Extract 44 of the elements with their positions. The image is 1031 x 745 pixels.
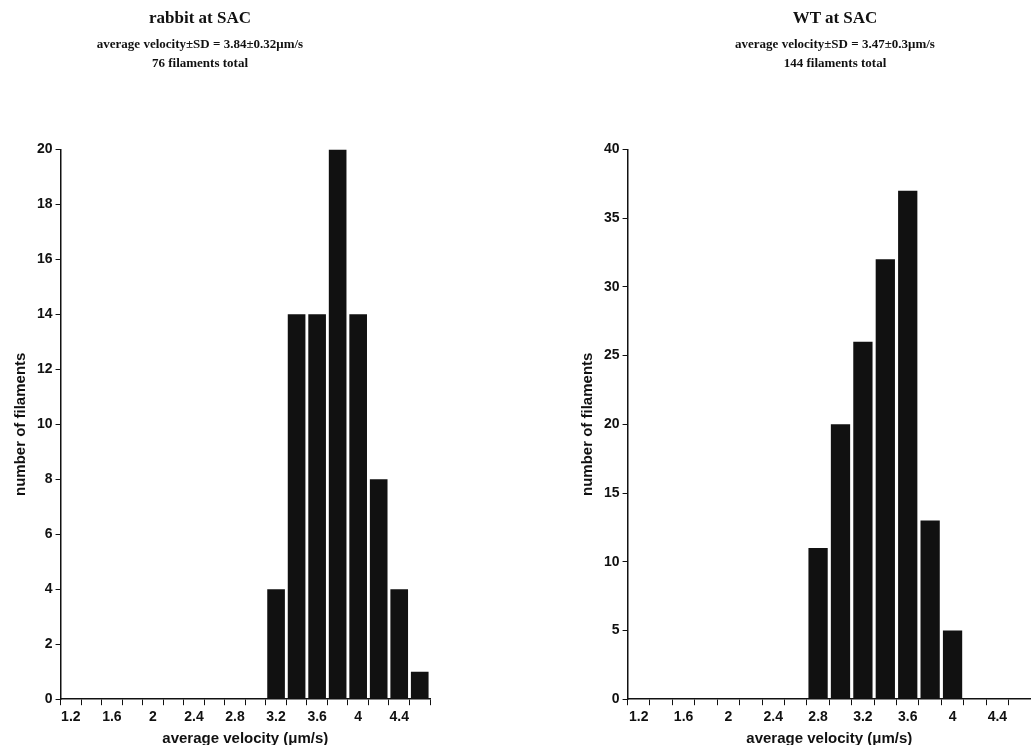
y-tick-label: 20 bbox=[36, 140, 53, 157]
x-tick-label: 2.8 bbox=[808, 708, 829, 725]
chart-subtitle: average velocity±SD = 3.47±0.3μm/s 144 filaments total bbox=[734, 35, 936, 72]
y-tick-label: 0 bbox=[44, 690, 53, 707]
y-axis-title: number of filaments bbox=[578, 352, 596, 496]
x-tick-label: 4 bbox=[948, 708, 957, 725]
x-tick-label: 1.2 bbox=[629, 708, 649, 725]
y-tick-label: 15 bbox=[603, 483, 620, 500]
y-tick-label: 0 bbox=[611, 690, 620, 707]
y-tick-label: 8 bbox=[44, 470, 53, 487]
x-tick-label: 1.6 bbox=[102, 708, 122, 725]
x-tick-label: 3.2 bbox=[266, 708, 287, 725]
chart-title: rabbit at SAC bbox=[148, 8, 252, 28]
y-tick-label: 6 bbox=[44, 525, 53, 542]
x-tick-label: 3.2 bbox=[853, 708, 873, 725]
chart-title: WT at SAC bbox=[791, 8, 879, 28]
x-tick-label: 4.4 bbox=[987, 708, 1008, 725]
x-tick-label: 2 bbox=[149, 708, 158, 725]
x-tick-label: 2 bbox=[724, 708, 733, 725]
x-tick-label: 2.4 bbox=[763, 708, 784, 725]
y-tick-label: 40 bbox=[603, 140, 620, 157]
y-tick-label: 10 bbox=[603, 552, 620, 569]
y-tick-label: 20 bbox=[603, 415, 620, 432]
x-tick-label: 3.6 bbox=[307, 708, 328, 725]
y-tick-label: 4 bbox=[44, 580, 53, 597]
y-tick-label: 35 bbox=[603, 208, 620, 225]
y-tick-label: 25 bbox=[603, 346, 620, 363]
y-tick-label: 14 bbox=[36, 305, 53, 322]
y-tick-label: 2 bbox=[44, 635, 53, 652]
y-tick-label: 18 bbox=[36, 195, 53, 212]
y-tick-label: 5 bbox=[611, 621, 620, 638]
y-tick-label: 16 bbox=[36, 250, 53, 267]
x-tick-label: 1.6 bbox=[673, 708, 694, 725]
y-tick-label: 12 bbox=[36, 360, 53, 377]
y-tick-label: 30 bbox=[603, 277, 620, 294]
x-tick-label: 4.4 bbox=[389, 708, 410, 725]
chart-subtitle: average velocity±SD = 3.84±0.32μm/s 76 filaments total bbox=[95, 35, 305, 72]
x-tick-label: 3.6 bbox=[898, 708, 918, 725]
y-axis-title: number of filaments bbox=[11, 352, 29, 496]
x-tick-label: 2.8 bbox=[225, 708, 245, 725]
x-tick-label: 4 bbox=[354, 708, 363, 725]
x-tick-label: 2.4 bbox=[184, 708, 204, 725]
x-tick-label: 1.2 bbox=[61, 708, 81, 725]
y-tick-label: 10 bbox=[36, 415, 53, 432]
